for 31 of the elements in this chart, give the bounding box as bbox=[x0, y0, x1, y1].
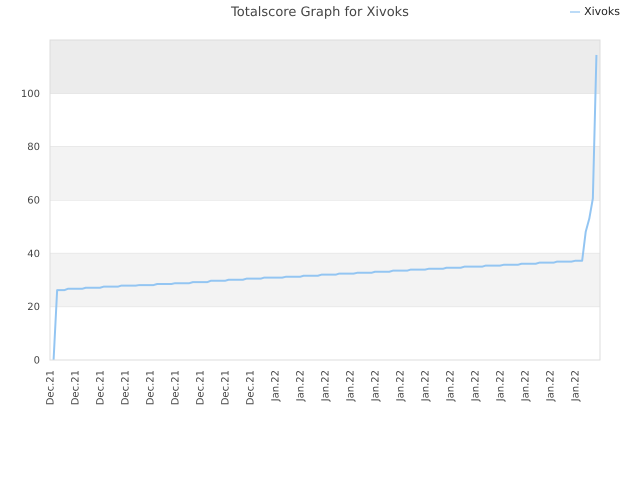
y-tick-label: 60 bbox=[27, 196, 40, 206]
x-tick-label: Dec.21 bbox=[196, 370, 206, 406]
x-tick-label: Jan.22 bbox=[296, 370, 306, 402]
x-tick-label: Jan.22 bbox=[496, 370, 506, 402]
x-tick-label: Dec.21 bbox=[246, 370, 256, 406]
y-tick-label: 80 bbox=[27, 142, 40, 154]
x-tick-label: Dec.21 bbox=[46, 370, 56, 406]
x-tick-label: Jan.22 bbox=[470, 370, 482, 402]
x-tick-label: Dec.21 bbox=[170, 370, 182, 406]
x-tick-label: Jan.22 bbox=[370, 370, 382, 402]
chart-title: Totalscore Graph for Xivoks bbox=[231, 5, 409, 20]
x-tick-label: Jan.22 bbox=[270, 370, 282, 402]
x-tick-label: Jan.22 bbox=[320, 370, 332, 402]
x-tick-label: Jan.22 bbox=[446, 370, 456, 402]
x-tick-label: Jan.22 bbox=[346, 370, 356, 402]
legend-label: Xivoks bbox=[584, 5, 620, 18]
y-tick-label: 100 bbox=[20, 88, 40, 100]
x-tick-label: Dec.21 bbox=[146, 370, 156, 406]
x-tick-label: Jan.22 bbox=[546, 370, 556, 402]
x-tick-label: Jan.22 bbox=[520, 370, 532, 402]
y-tick-label: 40 bbox=[27, 248, 40, 260]
x-tick-label: Jan.22 bbox=[570, 370, 582, 402]
x-tick-label: Dec.21 bbox=[70, 370, 82, 406]
line-series bbox=[52, 54, 598, 360]
x-tick-label: Dec.21 bbox=[220, 370, 232, 406]
y-tick-label: 20 bbox=[27, 302, 40, 314]
x-tick-label: Jan.22 bbox=[396, 370, 406, 402]
y-tick-label: 0 bbox=[34, 356, 40, 366]
x-tick-label: Jan.22 bbox=[420, 370, 432, 402]
x-tick-label: Dec.21 bbox=[120, 370, 132, 406]
x-tick-label: Dec.21 bbox=[96, 370, 106, 406]
